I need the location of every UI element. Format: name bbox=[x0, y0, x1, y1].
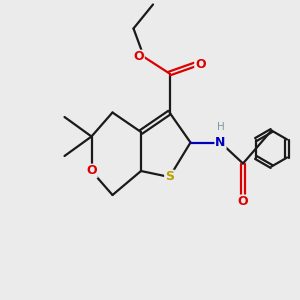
Text: N: N bbox=[215, 136, 226, 149]
Text: S: S bbox=[165, 170, 174, 184]
Text: O: O bbox=[238, 195, 248, 208]
Text: H: H bbox=[217, 122, 224, 132]
Text: O: O bbox=[133, 50, 144, 64]
Text: O: O bbox=[86, 164, 97, 178]
Text: O: O bbox=[195, 58, 206, 71]
